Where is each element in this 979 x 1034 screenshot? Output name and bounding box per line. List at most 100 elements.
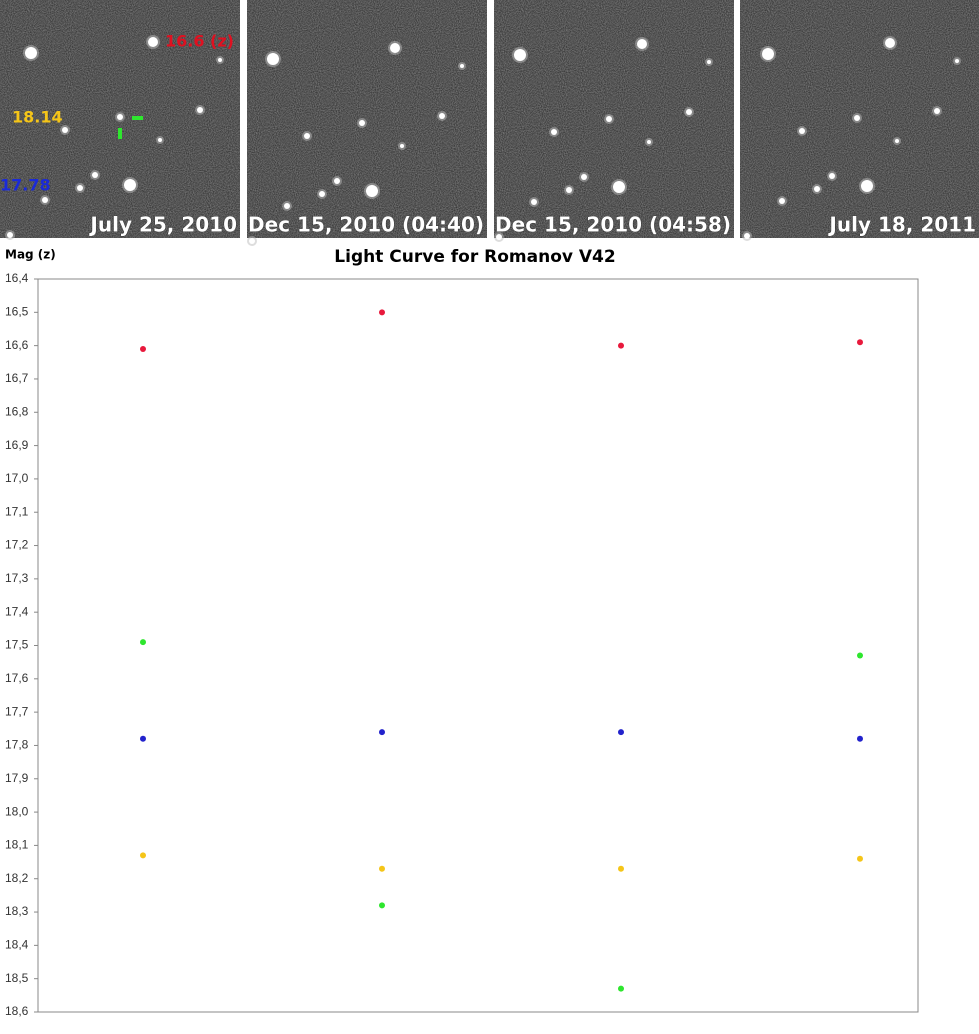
- plot-area: [37, 278, 919, 1013]
- star: [25, 47, 37, 59]
- point: [857, 855, 863, 862]
- star: [334, 178, 340, 184]
- point: [140, 639, 146, 646]
- star: [284, 203, 290, 209]
- star: [551, 129, 557, 135]
- star: [531, 199, 537, 205]
- star: [359, 120, 365, 126]
- star: [514, 49, 526, 61]
- y-tick-label: 18,5: [5, 971, 29, 985]
- y-tick-label: 18,3: [5, 904, 29, 918]
- star: [304, 133, 310, 139]
- star: [861, 180, 873, 192]
- panel-noise: [247, 0, 487, 238]
- y-tick-label: 18,1: [5, 838, 29, 852]
- panel-date: July 18, 2011: [827, 213, 976, 237]
- star: [390, 43, 400, 53]
- point: [618, 729, 624, 736]
- panel-date: Dec 15, 2010 (04:40): [248, 213, 484, 237]
- y-tick-label: 16,5: [5, 304, 29, 318]
- image-panel: July 25, 2010: [0, 0, 240, 240]
- star: [197, 107, 203, 113]
- chart-title: Light Curve for Romanov V42: [334, 247, 615, 267]
- y-tick-label: 18,6: [5, 1004, 29, 1018]
- point: [857, 339, 863, 346]
- star: [7, 232, 13, 238]
- y-tick-label: 17,2: [5, 538, 29, 552]
- star: [647, 140, 651, 144]
- star: [613, 181, 625, 193]
- star: [496, 234, 502, 240]
- panel-annotation: 16.6 (z): [165, 32, 234, 51]
- y-tick-label: 17,6: [5, 671, 29, 685]
- star: [885, 38, 895, 48]
- star: [895, 139, 899, 143]
- point: [379, 729, 385, 736]
- star: [686, 109, 692, 115]
- y-tick-label: 16,9: [5, 438, 29, 452]
- star: [319, 191, 325, 197]
- point: [379, 309, 385, 316]
- y-tick-label: 17,9: [5, 771, 29, 785]
- image-panel: July 18, 2011: [740, 0, 979, 241]
- star: [854, 115, 860, 121]
- image-panel: Dec 15, 2010 (04:40): [247, 0, 487, 246]
- point: [379, 902, 385, 909]
- panel-date: Dec 15, 2010 (04:58): [495, 213, 731, 237]
- star: [77, 185, 83, 191]
- image-strip: July 25, 2010 Dec 15, 2010 (04:40) Dec 15,…: [0, 0, 979, 246]
- point: [618, 342, 624, 349]
- star: [934, 108, 940, 114]
- y-tick-label: 16,8: [5, 404, 29, 418]
- point: [618, 985, 624, 992]
- y-tick-label: 16,7: [5, 371, 29, 385]
- point: [379, 865, 385, 872]
- y-tick-label: 16,4: [5, 271, 29, 285]
- star: [955, 59, 959, 63]
- y-axis-label: Mag (z): [5, 248, 56, 262]
- star: [707, 60, 711, 64]
- star: [158, 138, 162, 142]
- y-tick-label: 18,4: [5, 938, 29, 952]
- panel-date: July 25, 2010: [88, 213, 237, 237]
- y-tick-label: 17,5: [5, 638, 29, 652]
- star: [439, 113, 445, 119]
- y-tick-label: 17,1: [5, 504, 29, 518]
- star: [460, 64, 464, 68]
- star: [218, 58, 222, 62]
- y-tick-label: 17,8: [5, 738, 29, 752]
- point: [140, 852, 146, 859]
- y-tick-label: 16,6: [5, 338, 29, 352]
- image-panel: Dec 15, 2010 (04:58): [494, 0, 734, 242]
- star: [814, 186, 820, 192]
- star: [799, 128, 805, 134]
- star: [267, 53, 279, 65]
- point: [618, 865, 624, 872]
- star: [124, 179, 136, 191]
- point: [857, 735, 863, 742]
- panel-annotation: 17.78: [0, 176, 51, 195]
- point: [857, 652, 863, 659]
- star: [637, 39, 647, 49]
- star: [581, 174, 587, 180]
- marker: [118, 128, 122, 139]
- y-tick-label: 18,2: [5, 871, 29, 885]
- y-tick-label: 17,4: [5, 604, 29, 618]
- star: [779, 198, 785, 204]
- star: [62, 127, 68, 133]
- star: [762, 48, 774, 60]
- marker: [132, 116, 143, 120]
- star: [606, 116, 612, 122]
- star: [744, 233, 750, 239]
- star: [566, 187, 572, 193]
- star: [400, 144, 404, 148]
- point: [140, 345, 146, 352]
- star: [148, 37, 158, 47]
- star: [829, 173, 835, 179]
- star: [366, 185, 378, 197]
- star: [117, 114, 123, 120]
- y-tick-label: 17,3: [5, 571, 29, 585]
- star: [249, 238, 255, 244]
- y-tick-label: 17,7: [5, 704, 29, 718]
